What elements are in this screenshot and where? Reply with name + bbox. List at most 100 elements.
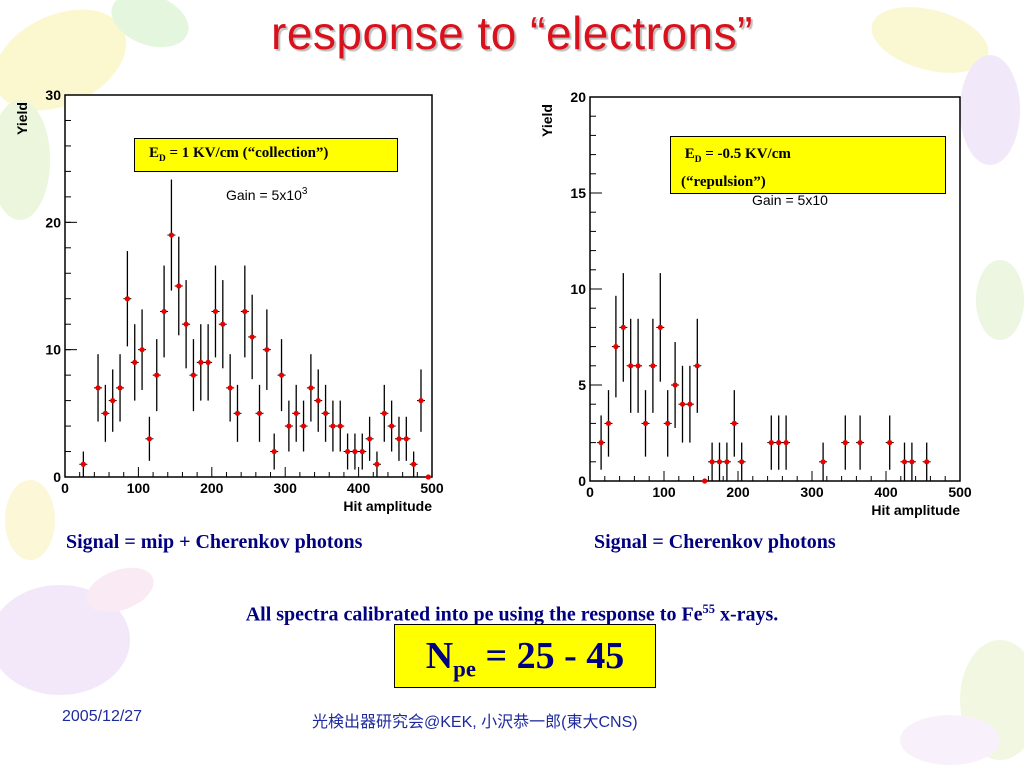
right-data-point <box>901 459 908 465</box>
left-data-point <box>286 423 292 429</box>
left-data-point <box>190 372 197 378</box>
left-data-point <box>183 321 189 327</box>
left-data-point <box>124 296 130 302</box>
right-data-point <box>613 344 619 350</box>
npe-sub: pe <box>453 656 476 682</box>
left-data-point <box>95 385 101 391</box>
right-data-point <box>650 363 656 369</box>
right-data-point <box>887 440 893 446</box>
right-data-point <box>620 324 626 330</box>
left-x-tick-label: 200 <box>200 480 224 496</box>
right-data-point <box>702 478 708 484</box>
right-gain-label: Gain = 5x10 <box>752 192 828 208</box>
right-field-prefix: E <box>684 146 695 162</box>
left-data-point <box>227 385 233 391</box>
right-data-point <box>687 401 693 407</box>
calibration-text: All spectra calibrated into pe using the… <box>245 603 703 626</box>
left-data-point <box>242 308 248 315</box>
left-data-point <box>117 385 123 391</box>
left-data-point <box>80 461 86 467</box>
left-data-point <box>278 372 285 378</box>
left-x-tick-label: 0 <box>61 480 69 496</box>
left-data-point <box>374 461 380 467</box>
left-data-point <box>352 448 358 455</box>
left-data-point <box>198 359 204 365</box>
left-y-tick-label: 0 <box>53 469 61 485</box>
right-data-point <box>924 459 930 465</box>
left-data-point <box>381 410 387 416</box>
left-x-tick-label: 400 <box>347 480 371 496</box>
right-data-point <box>783 440 789 446</box>
right-data-point <box>642 420 649 426</box>
left-data-point <box>330 423 336 429</box>
left-data-point <box>293 410 299 416</box>
footer-event: 光検出器研究会@KEK, 小沢恭一郎(東大CNS) <box>312 714 638 731</box>
left-y-tick-label: 20 <box>45 214 61 230</box>
right-data-point <box>679 401 686 407</box>
left-data-point <box>271 448 277 455</box>
left-data-point <box>146 436 153 442</box>
npe-result-box: Npe = 25 - 45 <box>394 624 656 688</box>
left-x-tick-label: 300 <box>274 480 298 496</box>
left-data-point <box>359 448 365 455</box>
right-x-tick-label: 300 <box>800 484 824 500</box>
right-data-point <box>665 420 671 426</box>
right-data-point <box>716 459 723 465</box>
npe-prefix: N <box>425 635 454 677</box>
right-y-tick-label: 5 <box>578 377 586 393</box>
left-data-point <box>403 436 409 442</box>
left-data-point <box>110 398 116 404</box>
left-data-point <box>264 347 270 353</box>
right-data-point <box>909 459 915 465</box>
left-data-point <box>234 410 241 416</box>
left-data-point <box>212 308 219 315</box>
left-data-point <box>205 359 211 365</box>
right-data-point <box>820 459 826 465</box>
left-data-point <box>139 347 145 353</box>
left-data-point <box>102 410 108 416</box>
right-x-tick-label: 100 <box>652 484 676 500</box>
right-data-point <box>776 440 782 446</box>
left-data-point <box>176 283 182 289</box>
left-data-point <box>411 461 417 467</box>
right-x-tick-label: 400 <box>874 484 898 500</box>
right-field-annotation: ED = -0.5 KV/cm (“repulsion”) <box>670 136 946 194</box>
left-data-point <box>154 372 160 378</box>
right-data-point <box>635 363 641 369</box>
right-data-point <box>739 459 745 465</box>
right-field-line1: ED = -0.5 KV/cm <box>681 143 945 171</box>
right-data-point <box>657 324 663 330</box>
left-data-point <box>249 334 255 340</box>
left-y-tick-label: 10 <box>45 342 61 358</box>
left-gain-label: Gain = 5x103 <box>226 186 308 203</box>
npe-text: = 25 - 45 <box>475 635 625 677</box>
left-data-point <box>308 385 314 391</box>
right-x-tick-label: 0 <box>586 484 594 500</box>
left-data-point <box>418 398 424 404</box>
left-data-point <box>389 423 395 429</box>
right-y-tick-label: 20 <box>570 89 586 105</box>
right-field-line2: (“repulsion”) <box>681 174 766 190</box>
left-data-point <box>322 410 329 416</box>
left-field-sub: D <box>159 154 166 164</box>
left-gain-exponent: 3 <box>302 186 308 197</box>
left-data-point <box>315 398 321 404</box>
left-data-point <box>132 359 138 365</box>
right-data-point <box>731 420 737 426</box>
right-x-tick-label: 500 <box>948 484 972 500</box>
slide-title: response to “electrons” <box>271 7 753 59</box>
left-data-point <box>168 232 175 238</box>
calibration-sup: 55 <box>702 602 715 616</box>
right-data-point <box>694 363 700 369</box>
left-field-text: = 1 KV/cm (“collection”) <box>165 145 329 161</box>
left-data-point <box>425 474 431 480</box>
left-x-axis-title: Hit amplitude <box>343 498 432 514</box>
right-data-point <box>672 382 678 388</box>
calibration-suffix: x-rays. <box>714 603 779 626</box>
left-data-point <box>367 436 373 442</box>
left-x-tick-label: 500 <box>420 480 444 496</box>
left-data-point <box>344 448 351 455</box>
right-data-point <box>724 459 730 465</box>
right-x-tick-label: 200 <box>726 484 750 500</box>
